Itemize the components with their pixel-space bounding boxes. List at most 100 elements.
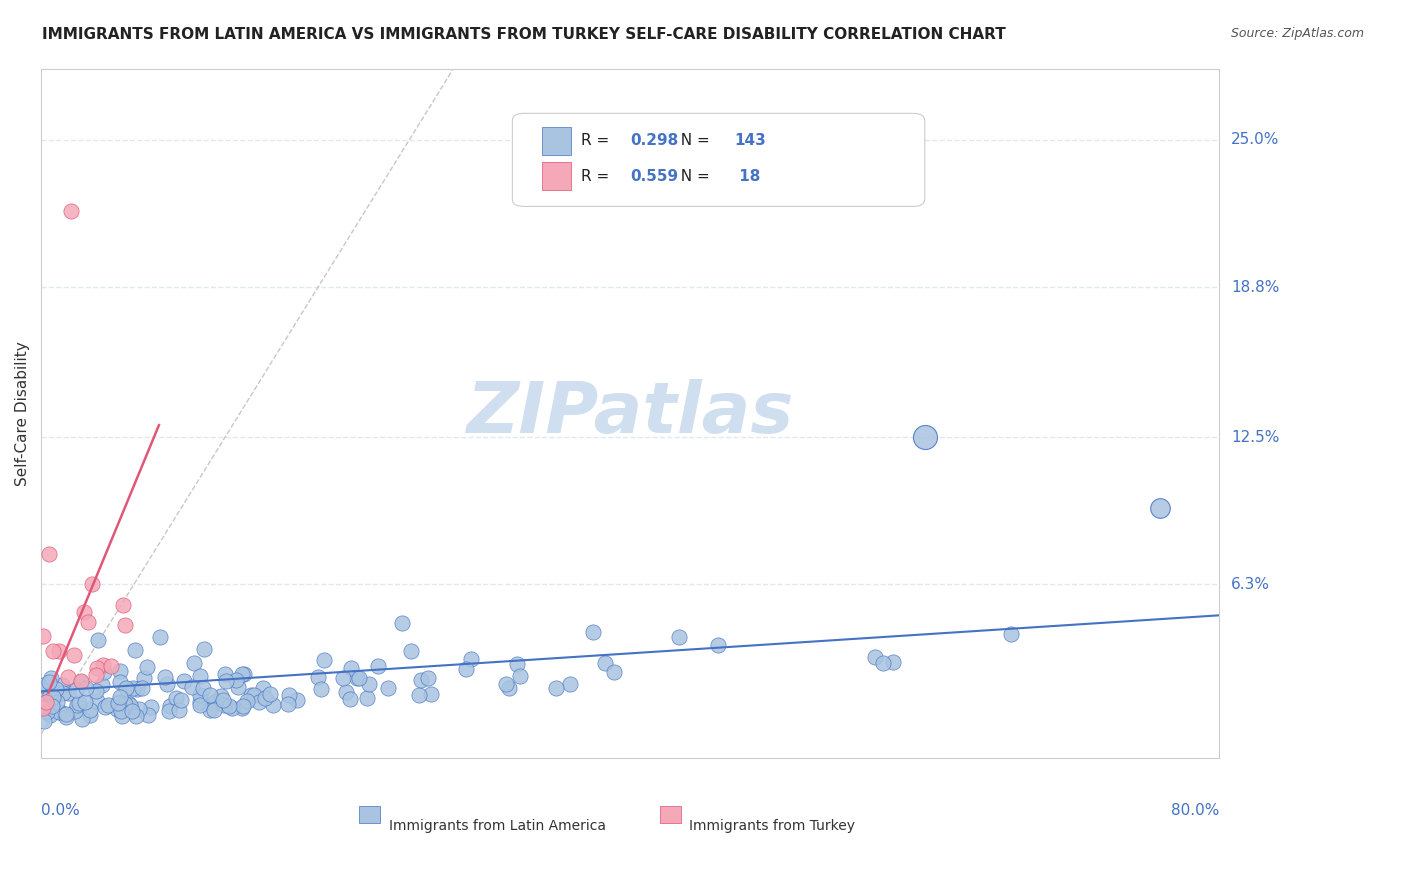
Point xyxy=(239,688,262,702)
Point xyxy=(235,694,257,708)
Point xyxy=(221,701,243,715)
Point xyxy=(134,671,156,685)
Point xyxy=(114,618,136,632)
Point xyxy=(1000,627,1022,641)
Point xyxy=(108,675,131,690)
Text: 12.5%: 12.5% xyxy=(1232,430,1279,444)
Point xyxy=(863,650,886,665)
Text: 0.0%: 0.0% xyxy=(41,803,80,818)
Point xyxy=(105,702,128,716)
Point xyxy=(136,707,159,722)
Point xyxy=(108,690,131,705)
Point xyxy=(582,624,605,639)
Bar xyxy=(359,806,381,823)
Point xyxy=(38,674,60,689)
Point xyxy=(62,648,84,662)
Point xyxy=(48,705,70,719)
Point xyxy=(495,677,517,691)
Point xyxy=(91,678,114,692)
Bar xyxy=(541,162,571,190)
Point xyxy=(603,665,626,679)
Point xyxy=(411,673,433,688)
Point xyxy=(86,661,108,675)
Point xyxy=(231,667,253,681)
Point xyxy=(498,681,520,695)
Point xyxy=(125,681,148,696)
Y-axis label: Self-Care Disability: Self-Care Disability xyxy=(15,341,30,485)
Point xyxy=(67,696,90,710)
Point xyxy=(51,678,73,692)
Point xyxy=(41,699,63,714)
Point xyxy=(170,693,193,707)
Point xyxy=(94,700,117,714)
Point xyxy=(124,643,146,657)
Point xyxy=(42,644,65,658)
Point xyxy=(391,616,413,631)
Point xyxy=(233,667,256,681)
Point xyxy=(595,656,617,670)
Point xyxy=(252,681,274,695)
Point xyxy=(93,658,115,673)
Point xyxy=(349,671,371,685)
Point xyxy=(707,638,730,652)
Point xyxy=(399,644,422,658)
Text: Immigrants from Turkey: Immigrants from Turkey xyxy=(689,819,855,832)
Text: 18: 18 xyxy=(734,169,761,184)
Point xyxy=(377,681,399,695)
Point xyxy=(546,681,568,695)
Point xyxy=(872,656,894,670)
Point xyxy=(914,430,936,444)
Point xyxy=(307,670,329,684)
Point xyxy=(31,678,53,692)
Point xyxy=(38,548,60,562)
Point xyxy=(48,644,70,658)
Point xyxy=(63,704,86,718)
Bar xyxy=(659,806,681,823)
Point xyxy=(156,677,179,691)
Point xyxy=(31,700,53,714)
Point xyxy=(356,690,378,705)
Point xyxy=(460,652,482,666)
Point xyxy=(212,698,235,713)
Point xyxy=(45,695,67,709)
Point xyxy=(247,695,270,709)
Point xyxy=(41,695,63,709)
Point xyxy=(86,693,108,707)
Point xyxy=(73,606,96,620)
Point xyxy=(225,673,247,688)
Point xyxy=(253,691,276,706)
Point xyxy=(277,697,299,711)
Point xyxy=(128,701,150,715)
Point xyxy=(359,677,381,691)
Point xyxy=(121,704,143,718)
Point xyxy=(110,704,132,718)
Point xyxy=(416,671,439,685)
Text: 0.559: 0.559 xyxy=(630,169,678,184)
Point xyxy=(93,665,115,680)
Point xyxy=(198,688,221,702)
Point xyxy=(159,704,181,718)
Text: N =: N = xyxy=(672,134,716,148)
Point xyxy=(159,698,181,713)
Point xyxy=(111,708,134,723)
Point xyxy=(39,672,62,686)
Point xyxy=(198,703,221,717)
Point xyxy=(82,577,104,591)
Text: 80.0%: 80.0% xyxy=(1171,803,1219,818)
Point xyxy=(125,709,148,723)
Point xyxy=(136,660,159,674)
Text: 0.298: 0.298 xyxy=(630,134,679,148)
Point xyxy=(506,657,529,671)
Point xyxy=(165,690,187,705)
Point xyxy=(1149,501,1171,516)
Point xyxy=(84,668,107,682)
Point xyxy=(215,674,238,689)
Point xyxy=(111,599,134,613)
Point xyxy=(232,699,254,714)
Point xyxy=(367,659,389,673)
Point xyxy=(79,703,101,717)
Point xyxy=(79,708,101,723)
Point xyxy=(212,692,235,706)
Point xyxy=(202,696,225,710)
Point xyxy=(56,669,79,683)
